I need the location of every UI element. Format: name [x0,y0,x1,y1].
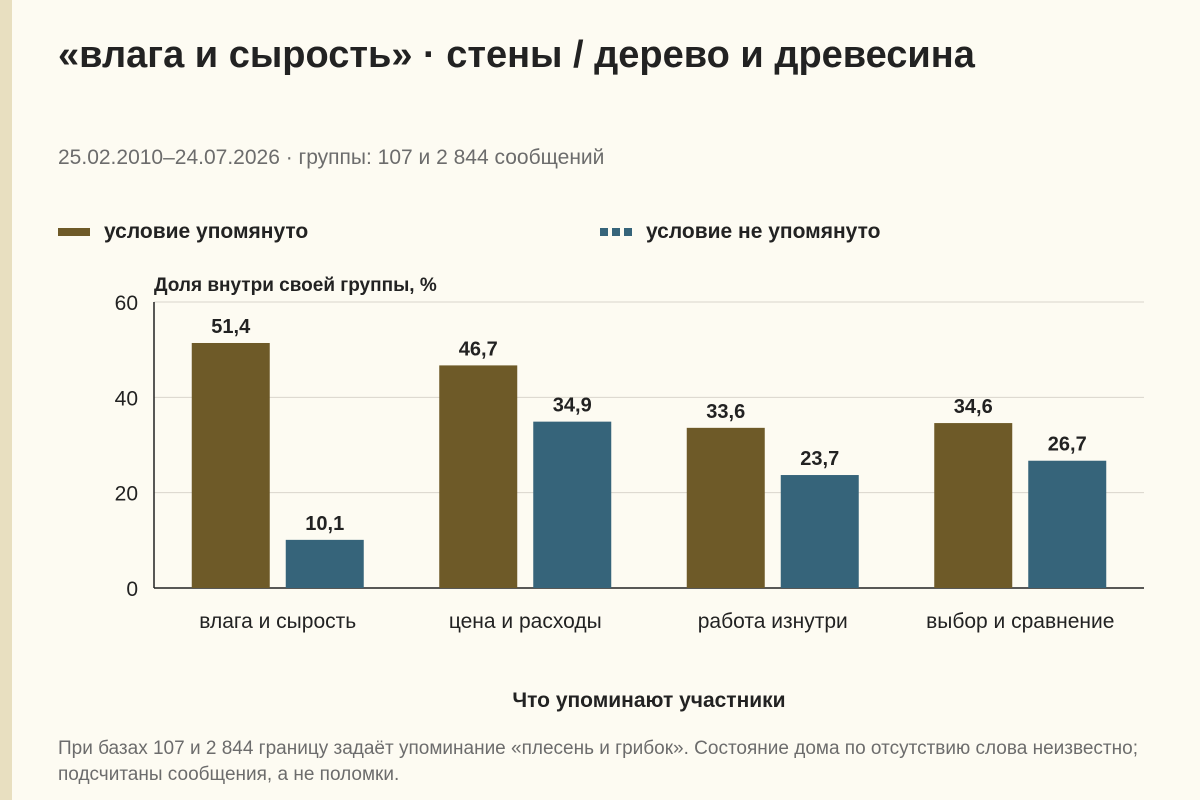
chart-subtitle: 25.02.2010–24.07.2026 · группы: 107 и 2 … [58,146,605,169]
bar-value-label: 51,4 [211,316,251,338]
bar-not-mentioned [285,539,364,588]
bar-mentioned [439,365,518,588]
y-tick-label: 60 [115,292,138,315]
legend-item-not-mentioned: условие не упомянуто [600,220,880,244]
legend-swatch-not-mentioned [600,228,632,236]
x-axis-title: Что упоминают участники [512,689,785,712]
bar-not-mentioned [1028,460,1107,588]
legend-item-mentioned: условие упомянуто [58,220,308,244]
y-tick-label: 20 [115,483,138,506]
bar-value-label: 46,7 [459,338,498,360]
x-tick-label: цена и расходы [449,610,602,633]
chart-title: «влага и сырость» · стены / дерево и дре… [58,34,975,76]
legend-label-not-mentioned: условие не упомянуто [646,220,881,243]
bar-value-label: 10,1 [305,513,344,535]
bar-mentioned [934,423,1013,588]
bar-value-label: 33,6 [706,401,745,423]
bar-mentioned [686,427,765,588]
bar-not-mentioned [533,421,612,588]
legend-swatch-mentioned [58,228,90,236]
left-accent-stripe [0,0,12,800]
x-tick-label: выбор и сравнение [926,610,1114,633]
bar-mentioned [191,342,270,588]
footnote: При базах 107 и 2 844 границу задаёт упо… [58,738,1138,785]
bar-value-label: 23,7 [800,448,839,470]
bar-value-label: 26,7 [1048,434,1087,456]
bar-value-label: 34,6 [954,396,993,418]
legend-label-mentioned: условие упомянуто [104,220,309,243]
y-tick-label: 0 [126,578,138,601]
x-tick-label: работа изнутри [698,610,848,633]
y-tick-label: 40 [115,387,138,410]
x-tick-label: влага и сырость [199,610,356,633]
bar-not-mentioned [780,475,859,588]
bar-value-label: 34,9 [553,395,592,417]
y-axis-title: Доля внутри своей группы, % [154,275,437,296]
bar-chart: 0 20 40 60 Доля внутри своей группы, % 51,4 10… [115,275,1144,712]
